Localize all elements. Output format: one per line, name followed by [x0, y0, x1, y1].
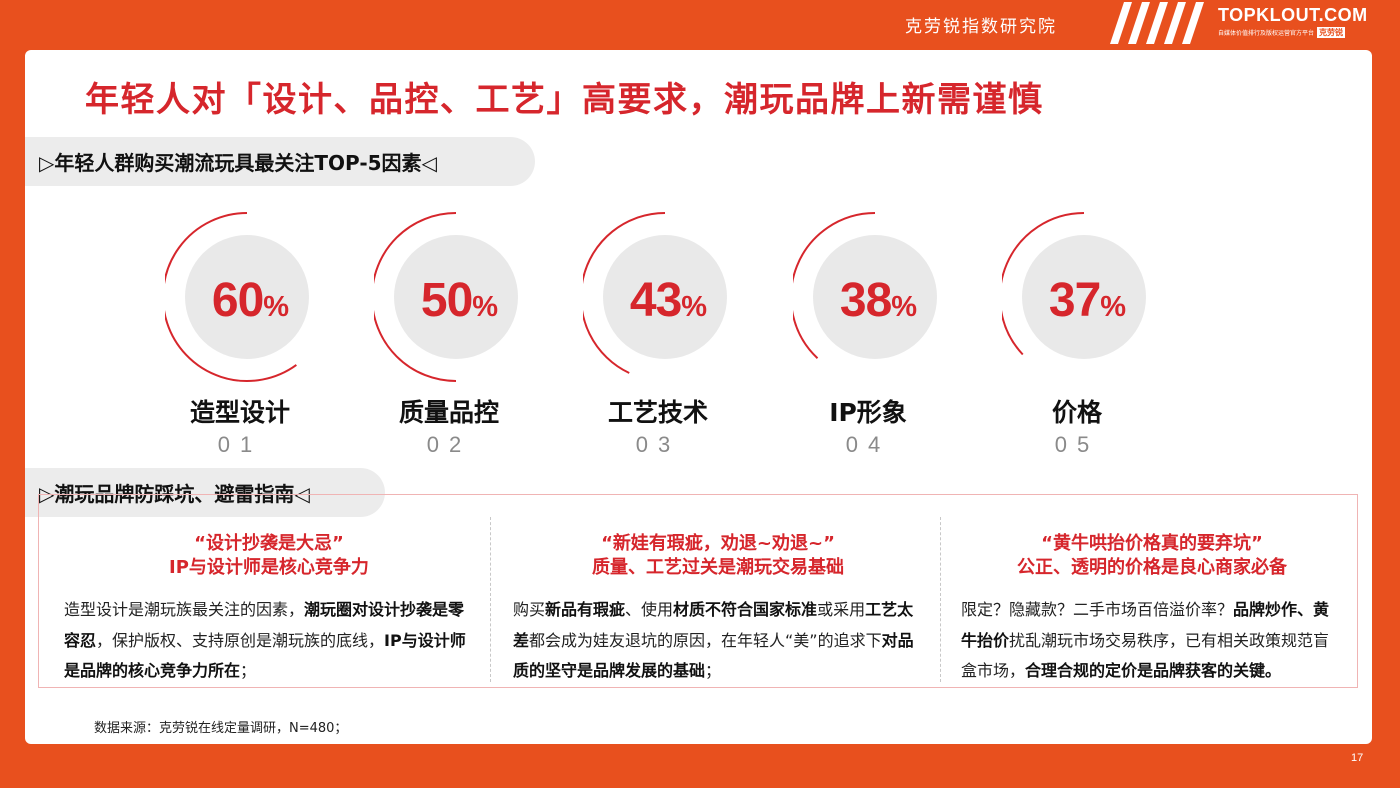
- tip-text: 造型设计是潮玩族最关注的因素，: [64, 600, 305, 619]
- factor-arc: [583, 212, 666, 374]
- tip-text: 购买: [513, 600, 546, 619]
- factor-value: 38: [839, 274, 892, 327]
- tip-emphasis: 潮玩圈对设计抄袭是零容忍: [64, 600, 465, 650]
- tip-heading: “设计抄袭是大忌” IP与设计师是核心竞争力: [64, 532, 474, 580]
- tip-card-design: “设计抄袭是大忌” IP与设计师是核心竞争力 造型设计是潮玩族最关注的因素，潮玩…: [64, 495, 474, 687]
- stripes-decoration: [1110, 2, 1204, 44]
- brand-logo: TOPKLOUT.COM 自媒体价值排行及版权运营官方平台 克劳锐: [1218, 5, 1368, 38]
- factor-disc: [185, 235, 309, 359]
- factor-name: 质量品控: [398, 398, 499, 427]
- factor-rank: 01: [217, 432, 263, 457]
- tip-heading-sub: 公正、透明的价格是良心商家必备: [1017, 557, 1287, 578]
- factor-2: 50% 质量品控 02: [374, 210, 524, 480]
- factor-arc: [1002, 212, 1085, 356]
- content-card: 年轻人对「设计、品控、工艺」高要求，潮玩品牌上新需谨慎 ▷年轻人群购买潮流玩具最…: [25, 50, 1372, 744]
- tip-emphasis: 品牌炒作、黄牛抬价: [961, 600, 1330, 650]
- tip-text: ；: [705, 661, 722, 680]
- factor-ring: [374, 212, 518, 382]
- factor-unit: %: [1100, 291, 1126, 323]
- factor-rank: 04: [845, 432, 891, 457]
- factor-ring: [1002, 212, 1146, 359]
- factor-1: 60% 造型设计 01: [165, 210, 315, 480]
- brand-name: TOPKLOUT.COM: [1218, 5, 1368, 25]
- factor-unit: %: [472, 291, 498, 323]
- factor-percent: 37%: [982, 273, 1192, 328]
- factor-arc: [793, 212, 876, 359]
- tip-emphasis: 材质不符合国家标准: [673, 600, 818, 619]
- factor-4: 38% IP形象 04: [793, 210, 943, 480]
- tip-heading: “新娃有瑕疵，劝退~劝退~” 质量、工艺过关是潮玩交易基础: [513, 532, 923, 580]
- factor-disc: [813, 235, 937, 359]
- page-number: 17: [1351, 752, 1364, 764]
- factor-ring: [793, 212, 937, 359]
- factor-unit: %: [681, 291, 707, 323]
- factor-unit: %: [891, 291, 917, 323]
- tip-body: 限定？隐藏款？二手市场百倍溢价率？品牌炒作、黄牛抬价扰乱潮玩市场交易秩序，已有相…: [961, 595, 1343, 687]
- factor-rank: 05: [1054, 432, 1100, 457]
- factor-value: 50: [420, 274, 473, 327]
- tip-body: 购买新品有瑕疵、使用材质不符合国家标准或采用工艺太差都会成为娃友退坑的原因，在年…: [513, 595, 923, 687]
- factor-disc: [394, 235, 518, 359]
- factor-percent: 38%: [773, 273, 983, 328]
- tip-text: 都会成为娃友退坑的原因，在年轻人“美”的追求下: [529, 630, 882, 650]
- factor-3: 43% 工艺技术 03: [583, 210, 733, 480]
- tip-heading-sub: IP与设计师是核心竞争力: [169, 557, 369, 578]
- factor-value: 37: [1048, 274, 1101, 327]
- factor-rank: 02: [426, 432, 472, 457]
- tip-text: ；: [240, 661, 257, 680]
- factor-percent: 50%: [354, 273, 564, 328]
- section-label-top5: ▷年轻人群购买潮流玩具最关注TOP-5因素◁: [25, 137, 535, 186]
- tip-text: 、使用: [625, 600, 674, 619]
- section-label-guide: ▷潮玩品牌防踩坑、避雷指南◁: [25, 468, 385, 517]
- factor-name: 价格: [1051, 398, 1102, 427]
- factor-name: 工艺技术: [607, 398, 708, 427]
- factor-arc: [374, 212, 457, 382]
- tip-heading: “黄牛哄抬价格真的要弃坑” 公正、透明的价格是良心商家必备: [961, 532, 1343, 580]
- tip-emphasis: 新品有瑕疵: [545, 600, 626, 619]
- tip-heading-sub: 质量、工艺过关是潮玩交易基础: [592, 557, 844, 578]
- brand-tagline: 自媒体价值排行及版权运营官方平台: [1218, 30, 1315, 37]
- tip-heading-quote: “新娃有瑕疵，劝退~劝退~”: [601, 533, 835, 554]
- tip-text: 扰乱潮玩市场交易秩序，已有相关政策规范盲盒市场，: [961, 630, 1330, 681]
- factor-value: 60: [211, 274, 264, 327]
- tip-card-quality: “新娃有瑕疵，劝退~劝退~” 质量、工艺过关是潮玩交易基础 购买新品有瑕疵、使用…: [513, 495, 923, 687]
- column-divider: [940, 517, 941, 682]
- factor-ring: [583, 212, 727, 374]
- factor-disc: [603, 235, 727, 359]
- factor-percent: 60%: [145, 273, 355, 328]
- tip-text: 或采用: [817, 600, 866, 619]
- factor-value: 43: [629, 274, 682, 327]
- tip-emphasis: 对品质的坚守是品牌发展的基础: [513, 630, 914, 681]
- tip-text: 限定？隐藏款？二手市场百倍溢价率？: [961, 600, 1234, 619]
- column-divider: [490, 517, 491, 682]
- tip-emphasis: IP与设计师是品牌的核心竞争力所在: [64, 630, 466, 681]
- factor-5: 37% 价格 05: [1002, 210, 1152, 480]
- header-institute: 克劳锐指数研究院: [905, 17, 1057, 37]
- brand-badge: 克劳锐: [1317, 27, 1346, 38]
- tip-card-price: “黄牛哄抬价格真的要弃坑” 公正、透明的价格是良心商家必备 限定？隐藏款？二手市…: [961, 495, 1343, 687]
- factor-unit: %: [263, 291, 289, 323]
- tip-body: 造型设计是潮玩族最关注的因素，潮玩圈对设计抄袭是零容忍，保护版权、支持原创是潮玩…: [64, 595, 474, 687]
- tip-text: ，保护版权、支持原创是潮玩族的底线，: [96, 630, 385, 650]
- factor-percent: 43%: [563, 273, 773, 328]
- factor-name: IP形象: [829, 398, 907, 427]
- tip-heading-quote: “设计抄袭是大忌”: [194, 533, 344, 554]
- tip-emphasis: 工艺太差: [513, 600, 914, 650]
- tip-emphasis: 合理合规的定价是品牌获客的关键。: [1025, 661, 1282, 680]
- factor-arc: [165, 212, 297, 382]
- tips-panel: “设计抄袭是大忌” IP与设计师是核心竞争力 造型设计是潮玩族最关注的因素，潮玩…: [38, 494, 1358, 688]
- factor-disc: [1022, 235, 1146, 359]
- factor-ring: [165, 212, 309, 382]
- tip-heading-quote: “黄牛哄抬价格真的要弃坑”: [1041, 533, 1263, 554]
- factor-rank: 03: [635, 432, 681, 457]
- data-source: 数据来源：克劳锐在线定量调研，N=480；: [94, 721, 348, 736]
- factor-name: 造型设计: [189, 398, 290, 427]
- page-title: 年轻人对「设计、品控、工艺」高要求，潮玩品牌上新需谨慎: [85, 80, 1044, 120]
